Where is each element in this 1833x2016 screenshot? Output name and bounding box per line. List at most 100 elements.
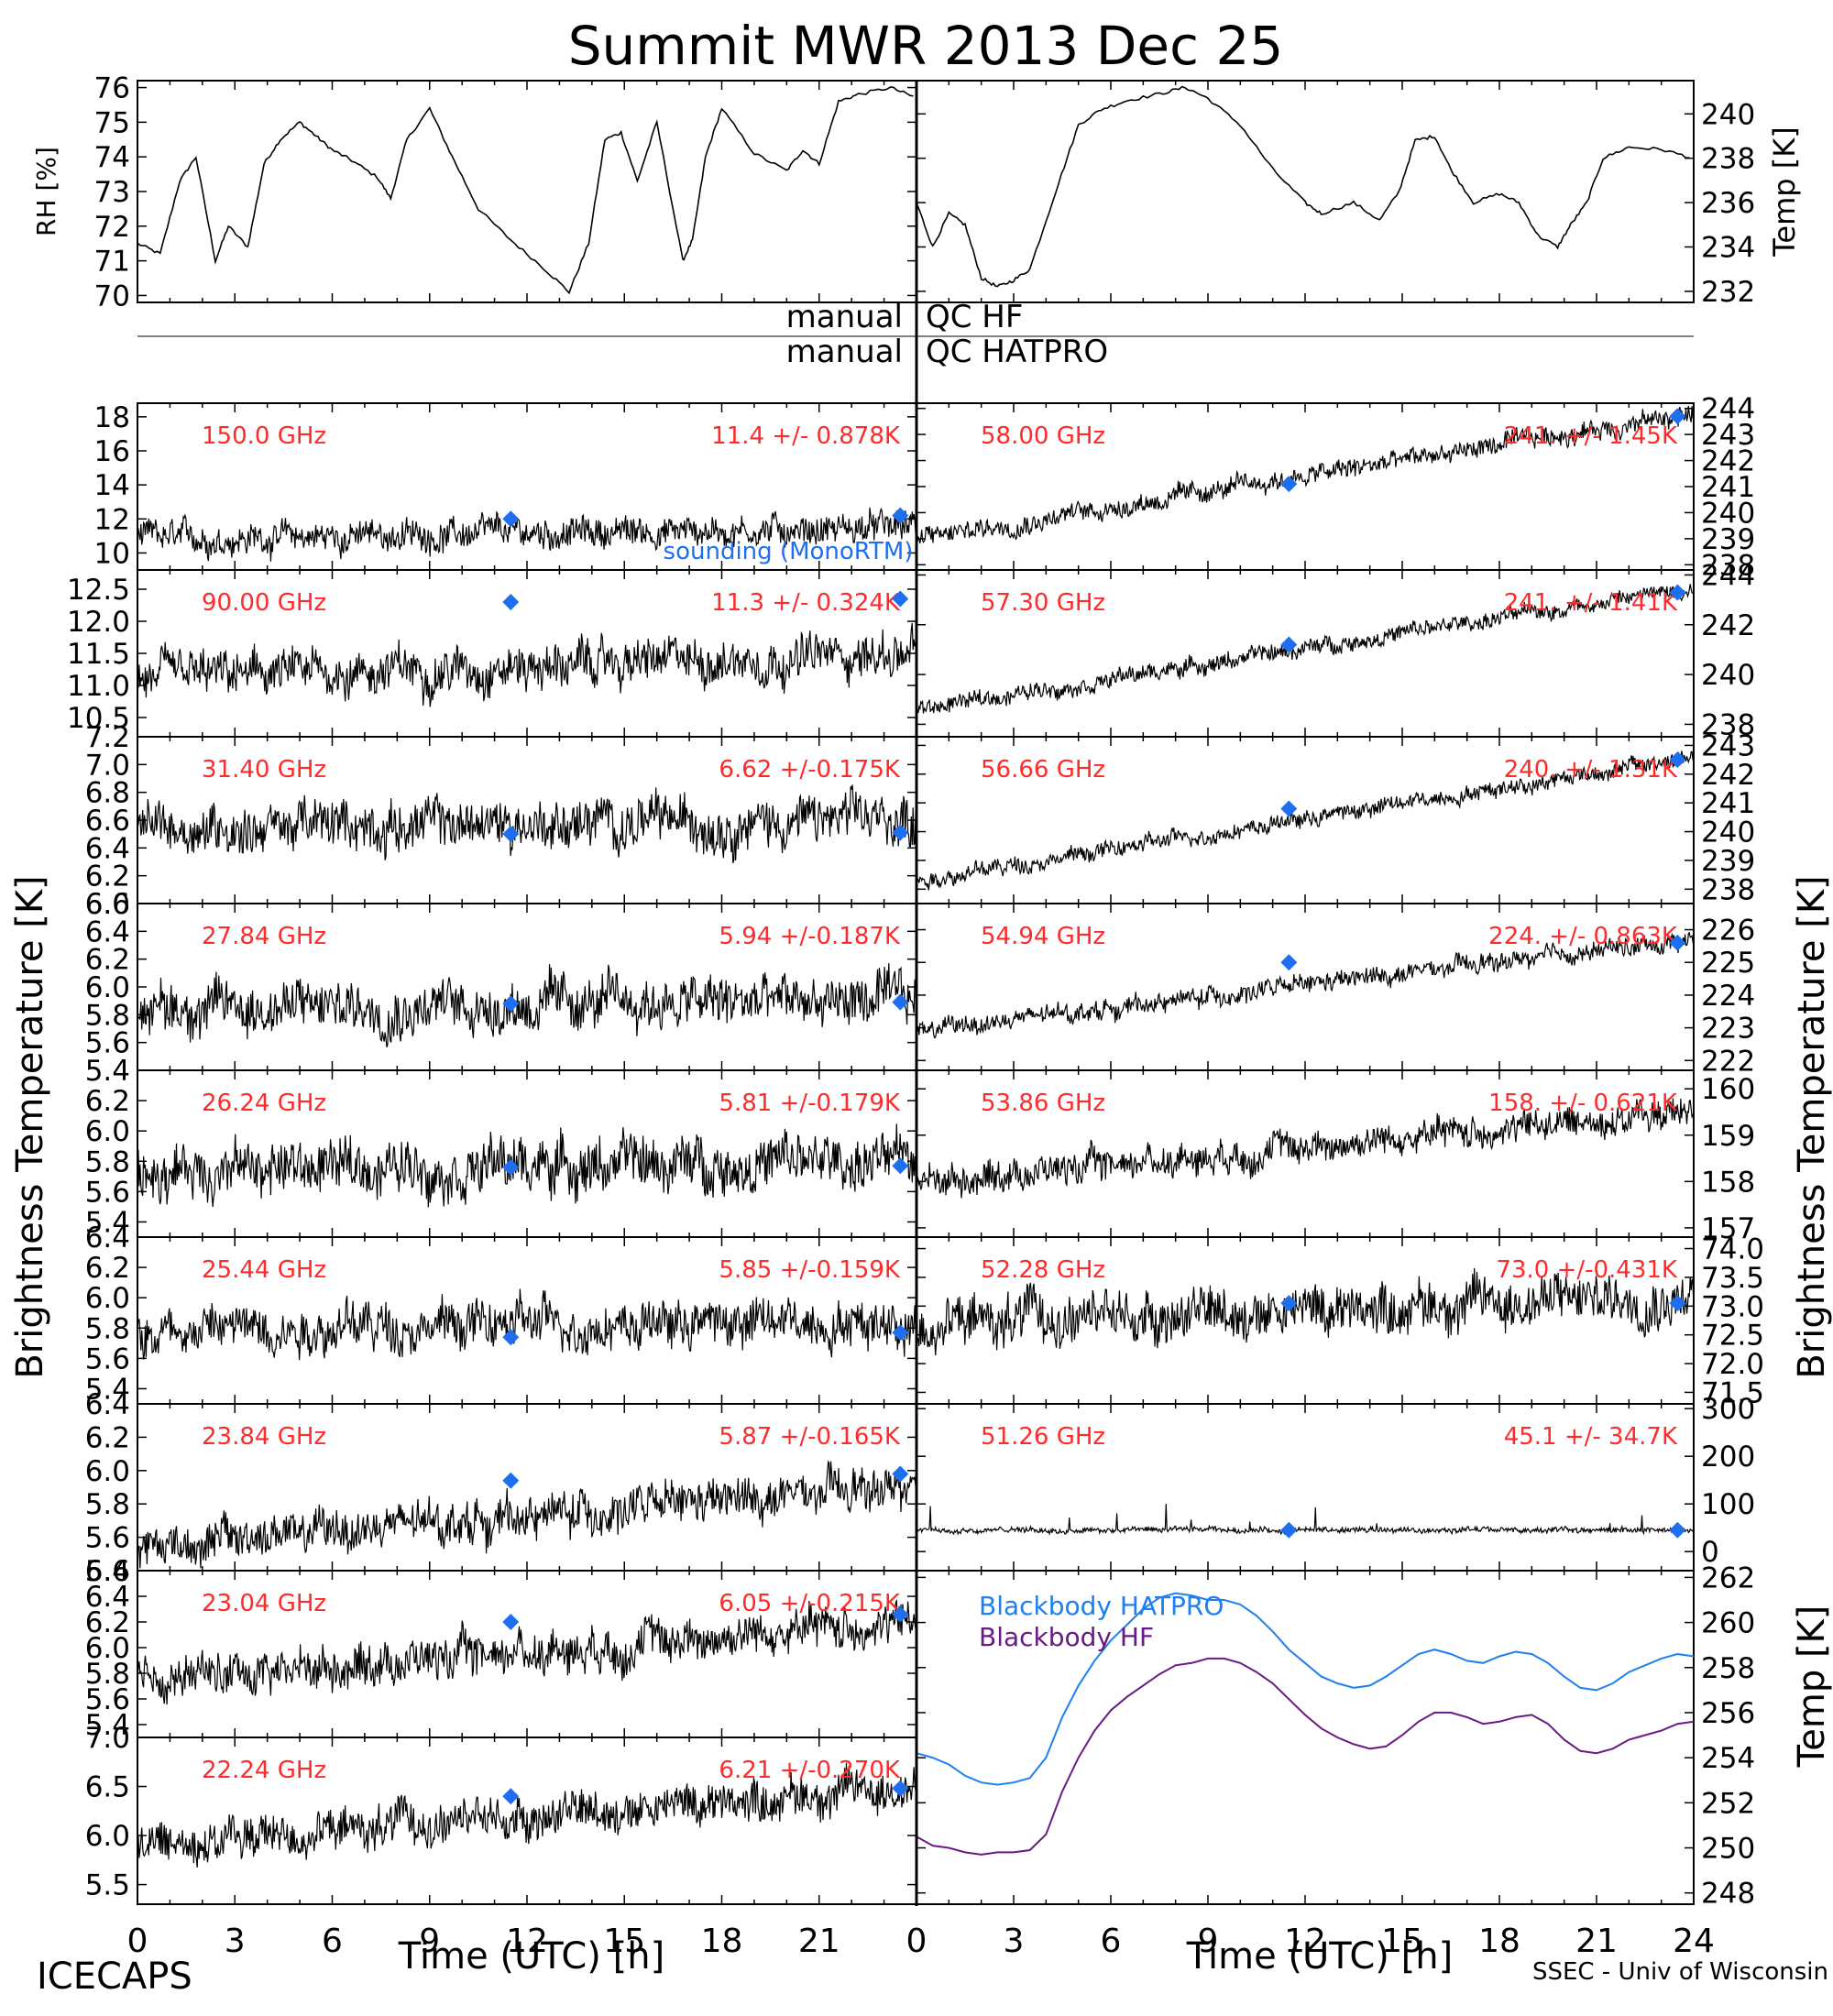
left-channel-0-ytick-label: 14 (94, 469, 130, 502)
temp-ylabel: Temp [K] (1767, 126, 1802, 257)
left-channel-6-ytick-label: 5.8 (85, 1488, 130, 1521)
top-right-panel-ytick-label: 236 (1701, 187, 1755, 220)
left-channel-6-data (137, 1460, 917, 1569)
right-channel-1-sounding-marker (1669, 584, 1686, 601)
left-channel-2-ytick-label: 6.0 (85, 888, 130, 921)
right-channel-1-ytick-label: 238 (1701, 708, 1755, 741)
right-channel-0-ytick-label: 243 (1701, 419, 1755, 452)
left-channel-5-data (137, 1288, 917, 1361)
left-xtick-label: 6 (322, 1923, 343, 1960)
left-channel-4-ytick-label: 6.2 (85, 1085, 130, 1118)
left-channel-4-sounding-marker (502, 1158, 520, 1176)
right-channel-2-data (916, 750, 1695, 891)
left-channel-0-ytick-label: 16 (94, 435, 130, 468)
bb-hf-line (916, 1657, 1695, 1856)
left-channel-5-ytick-label: 5.4 (85, 1373, 130, 1406)
right-channel-0-sounding-marker (1280, 476, 1298, 493)
right-xtick-label: 15 (1381, 1923, 1423, 1960)
right-channel-2-freq: 56.66 GHz (981, 756, 1105, 783)
right-channel-3-ytick-label: 223 (1701, 1013, 1755, 1046)
right-channel-6-ytick-label: 300 (1701, 1393, 1755, 1426)
left-xtick-label: 15 (603, 1923, 645, 1960)
left-channel-0-freq: 150.0 GHz (202, 422, 326, 450)
right-channel-2-ytick-label: 241 (1701, 787, 1755, 820)
left-channel-6-stat: 5.87 +/-0.165K (719, 1423, 901, 1451)
left-channel-7-ytick-label: 6.2 (85, 1606, 130, 1639)
left-xtick-label: 12 (506, 1923, 548, 1960)
right-xtick-label: 24 (1673, 1923, 1715, 1960)
left-channel-8-ytick-label: 7.0 (85, 1722, 130, 1755)
top-right-panel-ytick-label: 238 (1701, 143, 1755, 176)
right-channel-2-ytick-label: 243 (1701, 729, 1755, 762)
right-channel-2-stat: 240. +/- 1.31K (1504, 756, 1678, 783)
left-channel-0-ytick-label: 10 (94, 537, 130, 570)
bb-panel-ytick-label: 262 (1701, 1561, 1755, 1594)
left-channel-6-ytick-label: 5.6 (85, 1522, 130, 1555)
left-channel-4-ytick-label: 5.8 (85, 1145, 130, 1178)
left-channel-7-freq: 23.04 GHz (202, 1590, 326, 1617)
right-channel-1-stat: 241. +/- 1.41K (1504, 589, 1678, 617)
left-channel-4-ytick-label: 5.4 (85, 1206, 130, 1239)
left-channel-7-ytick-label: 6.4 (85, 1581, 130, 1614)
left-channel-5-stat: 5.85 +/-0.159K (719, 1256, 901, 1284)
footer-right: SSEC - Univ of Wisconsin (1532, 1958, 1828, 1986)
qc-hatpro-text: QC HATPRO (926, 334, 1108, 370)
right-channel-3-stat: 224. +/- 0.863K (1488, 923, 1678, 950)
left-channel-7-data (137, 1598, 917, 1705)
right-xtick-label: 18 (1478, 1923, 1520, 1960)
left-xtick-label: 0 (127, 1923, 148, 1960)
left-xtick-label: 3 (225, 1923, 246, 1960)
left-channel-2-data (137, 784, 917, 863)
left-channel-0-sounding-marker (502, 510, 520, 528)
top-left-panel-ytick-label: 75 (94, 106, 130, 139)
left-channel-3-ytick-label: 6.0 (85, 971, 130, 1004)
left-channel-3-stat: 5.94 +/-0.187K (719, 923, 901, 950)
qc-hf-label: manual (786, 299, 903, 335)
left-channel-0-sounding-marker (892, 507, 909, 524)
left-xtick-label: 9 (419, 1923, 440, 1960)
left-channel-2-sounding-marker (892, 824, 909, 841)
left-channel-4-ytick-label: 6.0 (85, 1115, 130, 1148)
top-right-panel-line (916, 85, 1690, 288)
right-channel-2-ytick-label: 240 (1701, 816, 1755, 849)
bb-panel-ytick-label: 250 (1701, 1833, 1755, 1866)
left-channel-5-ytick-label: 5.6 (85, 1342, 130, 1375)
right-channel-5-ytick-label: 74.0 (1701, 1233, 1764, 1266)
right-channel-4-ytick-label: 158 (1701, 1166, 1755, 1199)
right-channel-5-sounding-marker (1280, 1295, 1298, 1312)
left-channel-1-sounding-marker (892, 590, 909, 608)
top-left-panel-line (137, 86, 914, 295)
left-channel-3-sounding-marker (892, 993, 909, 1011)
right-channel-5-ytick-label: 71.5 (1701, 1376, 1764, 1409)
left-channel-4-ytick-label: 5.6 (85, 1176, 130, 1209)
bb-panel-ytick-label: 258 (1701, 1652, 1755, 1685)
left-channel-8-ytick-label: 6.5 (85, 1771, 130, 1804)
left-channel-4-freq: 26.24 GHz (202, 1090, 326, 1117)
left-channel-3-ytick-label: 5.6 (85, 1027, 130, 1060)
right-channel-6-freq: 51.26 GHz (981, 1423, 1105, 1451)
left-channel-8-sounding-marker (892, 1780, 909, 1797)
right-channel-5-sounding-marker (1669, 1295, 1686, 1312)
left-channel-5-ytick-label: 6.4 (85, 1222, 130, 1255)
left-channel-7-ytick-label: 5.4 (85, 1709, 130, 1742)
left-channel-6-ytick-label: 6.2 (85, 1421, 130, 1454)
left-xlabel: Time (UTC) [h] (398, 1935, 664, 1978)
bb-panel-ytick-label: 256 (1701, 1697, 1755, 1730)
left-channel-6-sounding-marker (892, 1465, 909, 1483)
left-channel-4-stat: 5.81 +/-0.179K (719, 1090, 901, 1117)
right-channel-5-ytick-label: 72.5 (1701, 1320, 1764, 1353)
left-xtick-label: 21 (798, 1923, 840, 1960)
left-channel-3-ytick-label: 6.4 (85, 915, 130, 948)
top-left-panel-ytick-label: 72 (94, 211, 130, 244)
left-ylabel: Brightness Temperature [K] (9, 875, 51, 1378)
left-channel-7-ytick-label: 6.6 (85, 1555, 130, 1588)
left-channel-2-ytick-label: 7.2 (85, 721, 130, 754)
right-xtick-label: 6 (1101, 1923, 1122, 1960)
right-channel-0-sounding-marker (1669, 408, 1686, 425)
right-xtick-label: 12 (1284, 1923, 1326, 1960)
left-channel-2-ytick-label: 6.2 (85, 860, 130, 893)
bb-legend-hf: Blackbody HF (979, 1622, 1154, 1652)
left-channel-3-sounding-marker (502, 995, 520, 1013)
left-channel-7-ytick-label: 5.8 (85, 1658, 130, 1691)
